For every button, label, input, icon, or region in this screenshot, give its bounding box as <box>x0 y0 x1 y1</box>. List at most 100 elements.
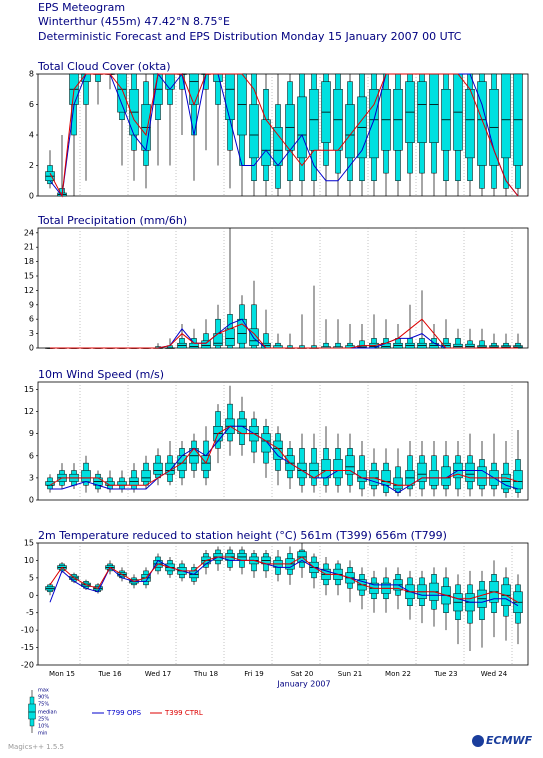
forecast-line <box>49 73 519 198</box>
x-tick-label: Tue 23 <box>433 670 457 678</box>
box-inner <box>477 81 487 166</box>
y-tick-label: 15 <box>24 539 34 548</box>
box-inner <box>513 470 523 490</box>
box-outer <box>251 304 257 349</box>
box-inner <box>141 470 151 482</box>
box-inner <box>345 455 355 475</box>
box-inner <box>333 459 343 479</box>
y-tick-label: 12 <box>24 407 34 416</box>
forecast-line <box>50 318 518 349</box>
box-inner <box>429 73 439 143</box>
panel-title: 10m Wind Speed (m/s) <box>38 368 164 381</box>
legend-label: T399 CTRL <box>164 709 203 717</box>
box-inner <box>273 440 283 460</box>
y-tick-label: 6 <box>29 100 34 109</box>
box-inner <box>417 462 427 482</box>
y-tick-label: 0 <box>29 344 34 353</box>
x-tick-label: Wed 24 <box>481 670 508 678</box>
y-tick-label: 5 <box>29 573 34 582</box>
y-tick-label: -10 <box>21 626 34 635</box>
y-tick-label: 3 <box>29 473 34 482</box>
logo-text: ECMWF <box>486 734 533 747</box>
box-inner <box>261 119 271 166</box>
box-inner <box>81 470 91 482</box>
y-tick-label: 0 <box>29 496 34 505</box>
y-tick-label: 6 <box>29 315 34 324</box>
legend-box-label: 25% <box>38 717 49 723</box>
box-inner <box>201 340 211 349</box>
y-tick-label: 6 <box>29 451 34 460</box>
box-inner <box>369 89 379 159</box>
y-tick-label: -5 <box>26 608 34 617</box>
y-tick-label: 15 <box>24 385 34 394</box>
box-inner <box>249 104 259 159</box>
y-tick-label: 10 <box>24 556 34 565</box>
x-tick-label: Fri 19 <box>244 670 263 678</box>
x-tick-label: Tue 16 <box>97 670 122 678</box>
box-inner <box>237 318 247 344</box>
legend-box-label: 90% <box>38 695 49 701</box>
logo: ECMWF <box>472 734 533 747</box>
forecast-line <box>49 556 519 603</box>
y-tick-label: 18 <box>24 257 34 266</box>
box-inner <box>465 89 475 159</box>
box-inner <box>261 433 271 453</box>
box-inner <box>465 343 475 349</box>
y-tick-label: -15 <box>21 643 34 652</box>
month-label: January 2007 <box>276 680 330 689</box>
y-tick-label: 24 <box>24 228 34 237</box>
legend-box-label: max <box>38 688 49 694</box>
panel-title: Total Cloud Cover (okta) <box>37 60 171 73</box>
y-tick-label: 4 <box>29 131 34 140</box>
x-tick-label: Thu 18 <box>193 670 218 678</box>
y-tick-label: -20 <box>21 661 34 670</box>
box-inner <box>453 343 463 349</box>
box-inner <box>189 342 199 349</box>
box-inner <box>393 477 403 490</box>
title: EPS Meteogram <box>38 1 125 14</box>
legend-box-inner <box>28 703 36 720</box>
subtitle: Deterministic Forecast and EPS Distribut… <box>38 30 462 43</box>
y-tick-label: 2 <box>29 161 34 170</box>
y-tick-label: 3 <box>29 329 34 338</box>
forecast-line <box>49 556 519 607</box>
panel-title: Total Precipitation (mm/6h) <box>37 214 187 227</box>
box-inner <box>117 481 127 486</box>
box-inner <box>273 127 283 166</box>
box-inner <box>501 73 511 159</box>
legend-box-label: min <box>38 731 47 737</box>
y-tick-label: 0 <box>29 192 34 201</box>
y-tick-label: 21 <box>24 243 34 252</box>
y-tick-label: 9 <box>29 429 34 438</box>
box-inner <box>225 328 235 346</box>
box-inner <box>345 104 355 159</box>
y-tick-label: 0 <box>29 591 34 600</box>
box-outer <box>95 73 101 82</box>
panel-title: 2m Temperature reduced to station height… <box>38 529 447 542</box>
box-inner <box>297 96 307 159</box>
box-inner <box>477 466 487 486</box>
box-inner <box>321 459 331 479</box>
legend-box-label: 75% <box>38 702 49 708</box>
location: Winterthur (455m) 47.42°N 8.75°E <box>38 15 230 28</box>
box-inner <box>189 73 199 105</box>
plot-frame <box>37 381 529 501</box>
box-inner <box>153 462 163 475</box>
x-tick-label: Mon 22 <box>385 670 411 678</box>
logo-globe <box>472 735 484 747</box>
box-inner <box>357 470 367 482</box>
y-tick-label: 8 <box>29 70 34 79</box>
y-tick-label: 15 <box>24 272 34 281</box>
box-inner <box>465 462 475 482</box>
box-inner <box>117 73 127 113</box>
box-inner <box>213 333 223 346</box>
forecast-line <box>49 425 519 486</box>
plot-frame <box>37 542 529 666</box>
legend-label: T799 OPS <box>106 709 142 717</box>
legend-box-label: median <box>38 710 57 716</box>
box-inner <box>417 81 427 143</box>
box-inner <box>225 73 235 120</box>
y-tick-label: 12 <box>24 286 34 295</box>
box-inner <box>249 328 259 346</box>
